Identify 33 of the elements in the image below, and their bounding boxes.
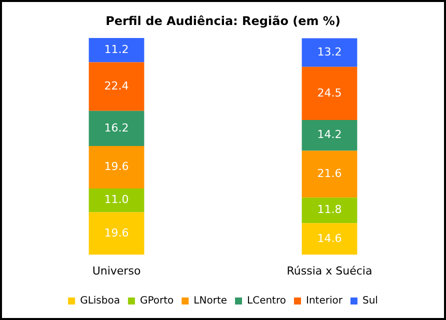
bar [88, 188, 144, 212]
bar [88, 38, 144, 62]
bar [302, 198, 358, 224]
data-label: 19.6 [104, 226, 129, 240]
legend-label: LNorte [194, 296, 228, 307]
legend-label: GPorto [140, 296, 174, 307]
legend-label: GLisboa [80, 296, 120, 307]
bar [302, 223, 358, 255]
bar [302, 66, 358, 120]
data-label: 14.2 [317, 128, 342, 142]
x-tick-label: Universo [92, 264, 141, 278]
bar [88, 146, 144, 188]
data-label: 24.5 [317, 86, 342, 100]
bar [88, 110, 144, 146]
bar [302, 150, 358, 198]
legend-label: Sul [362, 296, 378, 307]
legend-label: LCentro [247, 296, 286, 307]
chart-title: Perfil de Audiência: Região (em %) [104, 14, 342, 28]
bar [302, 120, 358, 151]
bar [88, 62, 144, 111]
legend-label: Interior [306, 296, 344, 307]
bar [302, 38, 358, 67]
data-label: 13.2 [317, 45, 342, 58]
bar [88, 212, 144, 255]
data-label: 14.6 [317, 232, 342, 245]
x-tick-label: Rússia x Suécia [286, 264, 372, 278]
data-label: 11.8 [317, 203, 342, 216]
data-label: 11.2 [104, 43, 129, 56]
data-label: 11.0 [104, 193, 129, 206]
data-label: 19.6 [104, 160, 129, 174]
data-label: 21.6 [317, 167, 342, 180]
data-label: 16.2 [104, 121, 129, 134]
data-label: 22.4 [104, 79, 129, 92]
